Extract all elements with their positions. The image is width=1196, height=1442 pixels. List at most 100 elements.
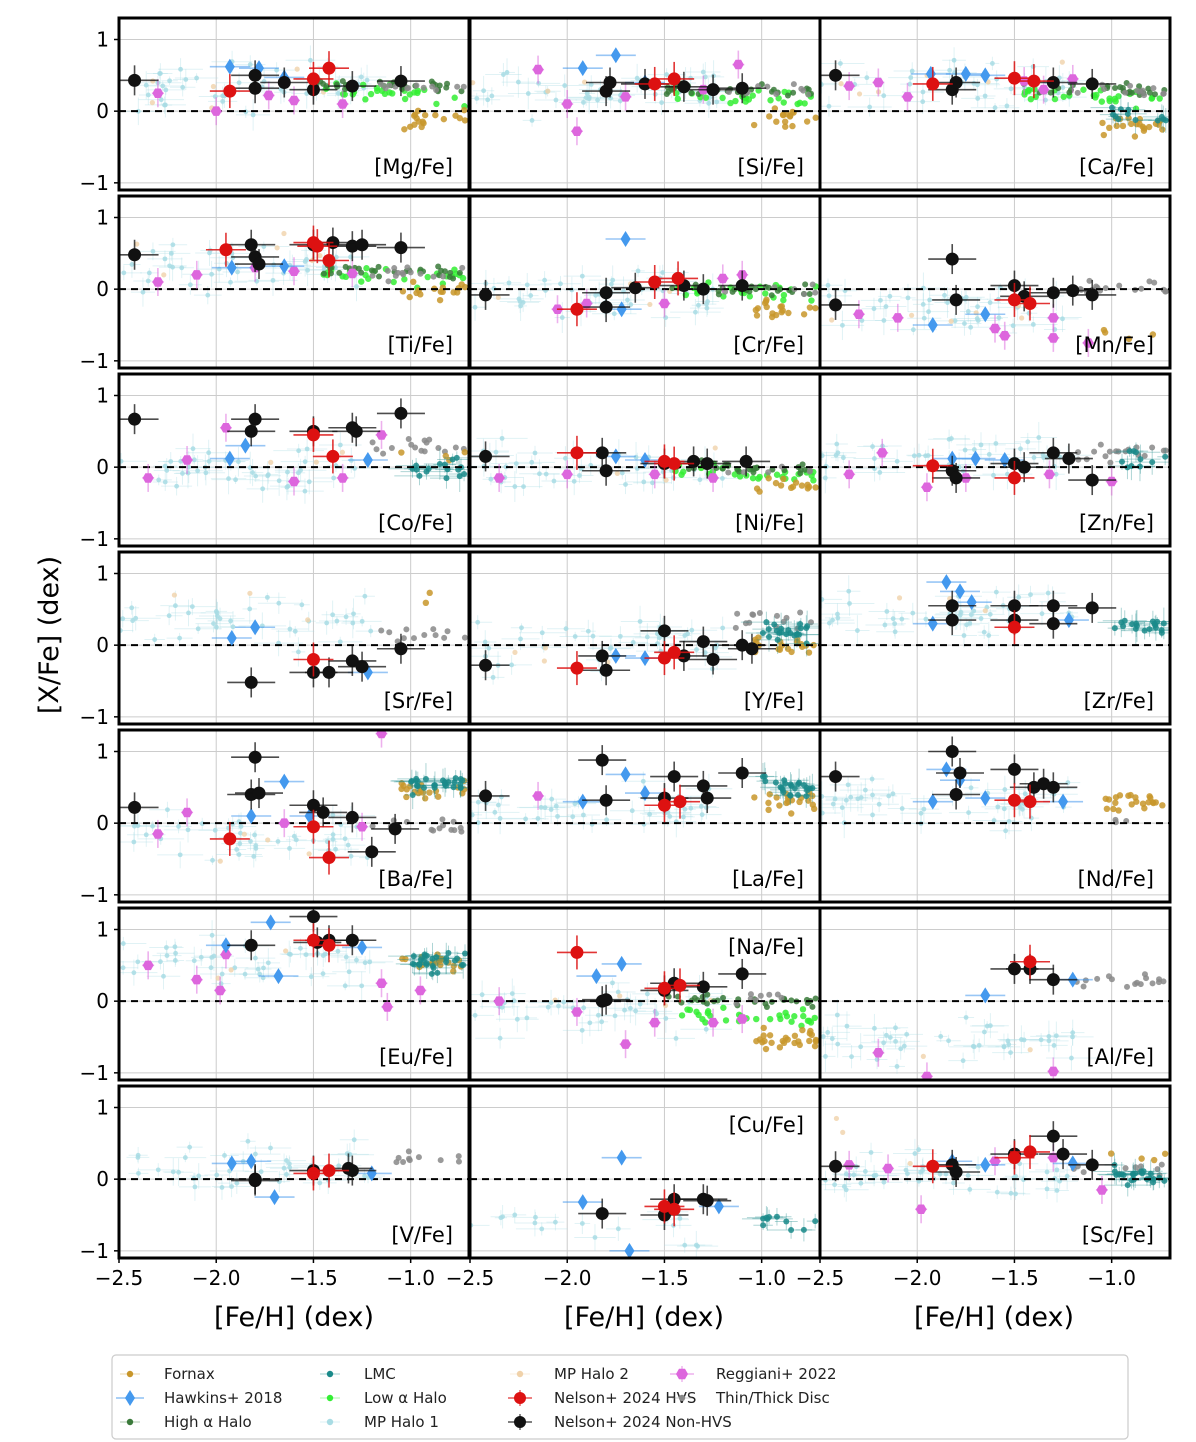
data-point-mphalo1 — [1069, 1055, 1074, 1061]
data-point-mphalo1 — [887, 293, 893, 299]
data-point-nonhvs — [735, 81, 749, 95]
data-point-nonhvs — [252, 257, 266, 271]
data-point-mphalo1 — [586, 94, 592, 100]
data-point-hawkins — [577, 60, 588, 77]
data-point-fornax — [752, 636, 759, 643]
data-point-mphalo1 — [538, 804, 544, 810]
data-point-mphalo1 — [164, 953, 170, 959]
data-point-mphalo1 — [208, 965, 214, 971]
data-point-mphalo1 — [667, 813, 673, 819]
data-point-lowalpha — [362, 96, 369, 103]
data-point-mphalo1 — [893, 1039, 898, 1044]
element-label: [La/Fe] — [732, 867, 804, 891]
data-point-lowalpha — [736, 473, 744, 480]
data-point-lmc — [1160, 620, 1167, 627]
data-point-mphalo1 — [660, 270, 666, 275]
data-point-mphalo1 — [247, 62, 253, 67]
panel-frame — [818, 194, 1172, 370]
data-point-hawkins — [927, 615, 938, 632]
data-point-fornax — [461, 283, 469, 291]
data-point-nonhvs — [829, 68, 843, 82]
data-point-lowalpha — [678, 1012, 686, 1019]
data-point-mphalo1 — [1070, 1034, 1075, 1040]
data-point-mphalo1 — [995, 804, 1001, 810]
y-tick-label: 0 — [96, 99, 109, 123]
data-point-disc — [725, 89, 732, 96]
data-point-mphalo2 — [614, 470, 620, 476]
data-point-lmc — [410, 953, 417, 960]
data-point-nonhvs — [739, 454, 753, 468]
data-point-fornax — [772, 311, 780, 319]
data-point-mphalo1 — [542, 805, 548, 810]
data-point-highalpha — [435, 263, 442, 270]
data-point-mphalo1 — [975, 96, 981, 101]
data-point-mphalo1 — [343, 954, 349, 960]
data-point-fornax — [778, 308, 785, 316]
data-point-mphalo1 — [571, 478, 577, 484]
data-point-reggiani — [210, 106, 222, 116]
data-point-fornax — [789, 122, 796, 130]
data-point-disc — [454, 83, 461, 90]
data-point-disc — [790, 81, 797, 88]
data-point-mphalo1 — [581, 99, 586, 105]
data-point-hvs — [306, 428, 320, 442]
data-point-mphalo1 — [1038, 1037, 1044, 1043]
data-point-mphalo1 — [703, 1026, 709, 1032]
data-point-reggiani — [376, 978, 387, 988]
data-point-mphalo1 — [1025, 439, 1031, 445]
data-point-mphalo1 — [644, 634, 650, 640]
data-point-mphalo1 — [191, 457, 197, 463]
data-point-reggiani — [921, 1071, 933, 1080]
data-point-mphalo1 — [635, 268, 641, 274]
data-point-nonhvs — [603, 76, 617, 89]
data-point-mphalo1 — [992, 105, 998, 111]
data-point-highalpha — [375, 263, 382, 270]
panel-9: [Sr/Fe] −1 0 1 — [80, 550, 471, 729]
data-point-disc — [812, 289, 819, 296]
data-point-disc — [1102, 285, 1109, 292]
data-point-disc — [750, 611, 757, 618]
data-point-fornax — [789, 483, 797, 490]
data-point-mphalo1 — [864, 75, 870, 81]
data-point-highalpha — [703, 1000, 710, 1007]
data-point-nonhvs — [349, 424, 363, 438]
highlight-samples — [820, 244, 1117, 357]
data-point-mphalo1 — [529, 459, 535, 465]
data-point-mphalo1 — [1005, 1038, 1011, 1044]
data-point-mphalo1 — [336, 1163, 342, 1169]
data-point-disc — [1162, 447, 1169, 454]
data-point-lmc — [1130, 448, 1137, 455]
data-point-mphalo1 — [862, 787, 868, 793]
data-point-mphalo1 — [976, 1042, 982, 1048]
data-point-lmc — [772, 779, 779, 786]
data-point-lowalpha — [780, 99, 787, 106]
data-point-disc — [392, 272, 399, 279]
data-point-mphalo1 — [829, 1036, 835, 1042]
data-point-mphalo1 — [333, 846, 338, 852]
data-point-lowalpha — [753, 1015, 760, 1023]
data-point-fornax — [750, 121, 758, 129]
data-point-lmc — [803, 625, 810, 632]
data-point-mphalo1 — [1001, 806, 1007, 812]
data-point-mphalo1 — [515, 79, 521, 85]
data-point-highalpha — [1151, 91, 1158, 98]
data-point-nonhvs — [394, 241, 408, 255]
data-point-mphalo1 — [1045, 590, 1051, 596]
data-point-mphalo1 — [258, 1169, 264, 1175]
data-point-mphalo1 — [165, 807, 170, 813]
data-point-mphalo1 — [1018, 446, 1023, 452]
highlight-samples — [820, 60, 1117, 111]
data-point-reggiani — [707, 1017, 719, 1028]
data-point-highalpha — [802, 281, 809, 288]
data-point-mphalo1 — [120, 965, 126, 971]
data-point-fornax — [452, 112, 459, 119]
data-point-lowalpha — [674, 95, 682, 103]
data-point-mphalo1 — [492, 809, 498, 815]
data-point-mphalo1 — [190, 446, 196, 452]
data-point-mphalo1 — [971, 447, 977, 452]
data-point-highalpha — [323, 83, 330, 90]
data-point-mphalo1 — [641, 479, 647, 485]
data-point-lmc — [422, 775, 429, 782]
data-point-fornax — [782, 123, 789, 130]
panel-0: [Mg/Fe] −1 0 1 — [80, 16, 471, 195]
